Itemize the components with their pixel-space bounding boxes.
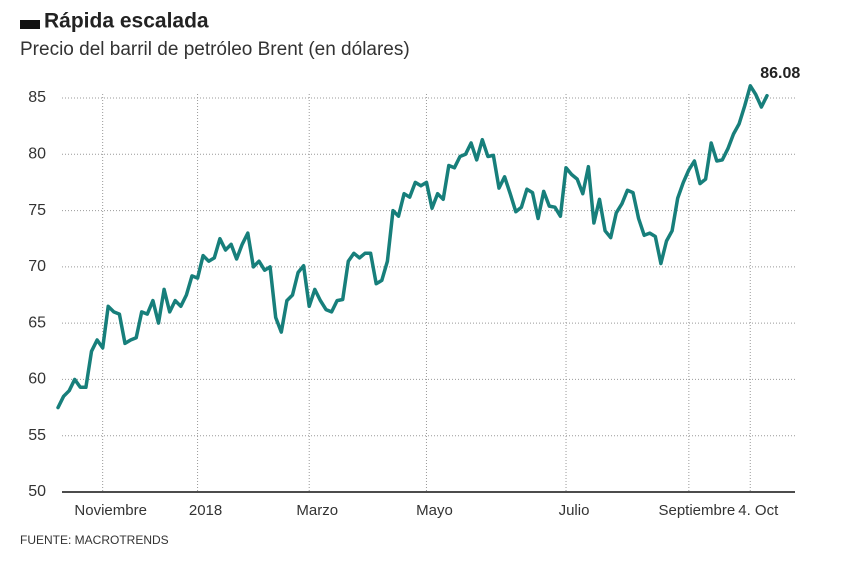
chart-title: Rápida escalada [44,10,209,33]
x-tick-label: Mayo [416,502,453,519]
title-marker [20,20,40,29]
y-tick-label: 75 [28,202,46,219]
x-tick-label: Julio [559,502,590,519]
x-tick-label: Noviembre [74,502,147,519]
source: FUENTE: MACROTRENDS [20,533,169,547]
y-tick-label: 60 [28,371,46,388]
y-tick-label: 70 [28,258,46,275]
x-tick-label: Marzo [296,502,338,519]
y-tick-label: 80 [28,146,46,163]
y-tick-label: 85 [28,89,46,106]
peak-label: 86.08 [760,65,800,82]
x-tick-label: 4. Oct [738,502,779,519]
y-tick-label: 55 [28,427,46,444]
x-tick-label: Septiembre [658,502,735,519]
y-tick-label: 50 [28,483,46,500]
price-line [56,84,769,410]
y-tick-label: 65 [28,314,46,331]
x-tick-label: 2018 [189,502,222,519]
chart-subtitle: Precio del barril de petróleo Brent (en … [20,39,410,60]
